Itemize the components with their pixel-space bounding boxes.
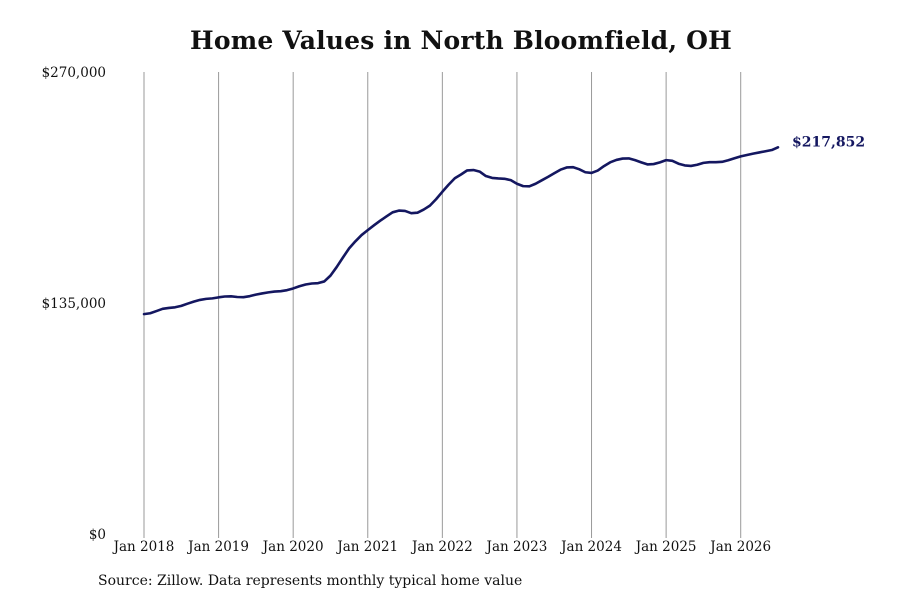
y-tick-label: $0 xyxy=(89,527,106,543)
x-tick-label: Jan 2024 xyxy=(559,539,622,555)
x-tick-label: Jan 2022 xyxy=(410,539,473,555)
x-tick-label: Jan 2021 xyxy=(335,539,398,555)
x-tick-label: Jan 2023 xyxy=(485,539,548,555)
y-axis-tick-labels: $0 $135,000 $270,000 xyxy=(42,65,106,543)
x-tick-label: Jan 2020 xyxy=(261,539,324,555)
x-tick-label: Jan 2026 xyxy=(708,539,771,555)
end-value-label: $217,852 xyxy=(792,134,865,150)
series-line-0 xyxy=(142,145,780,316)
y-tick-label: $270,000 xyxy=(42,65,106,81)
source-note: Source: Zillow. Data represents monthly … xyxy=(98,573,523,589)
series-layer xyxy=(142,145,780,316)
x-tick-label: Jan 2025 xyxy=(634,539,697,555)
y-tick-label: $135,000 xyxy=(42,296,106,312)
x-axis-tick-labels: Jan 2018 Jan 2019 Jan 2020 Jan 2021 Jan 2022… xyxy=(112,539,772,555)
x-tick-label: Jan 2019 xyxy=(186,539,249,555)
grid-lines xyxy=(143,72,742,538)
chart-title: Home Values in North Bloomfield, OH xyxy=(190,26,732,55)
x-tick-label: Jan 2018 xyxy=(112,539,175,555)
end-label-layer: $217,852 xyxy=(792,134,865,150)
